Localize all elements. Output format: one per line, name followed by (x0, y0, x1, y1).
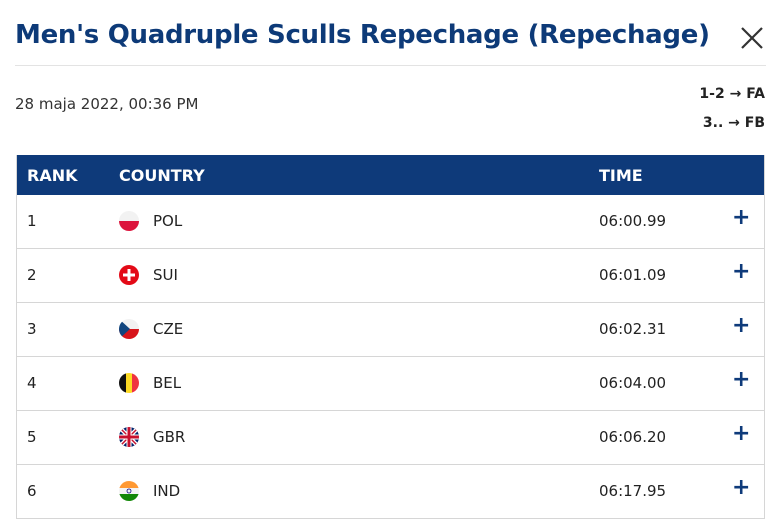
country-cell: CZE (153, 320, 184, 338)
flag-belgium-icon (119, 373, 139, 393)
title-divider (15, 65, 766, 66)
rank-cell: 5 (27, 428, 37, 446)
expand-row-button[interactable]: + (732, 475, 751, 500)
table-row[interactable]: 1 POL 06:00.99 + (17, 195, 764, 249)
table-row[interactable]: 6 IND 06:17.95 + (17, 465, 764, 519)
rank-cell: 4 (27, 374, 37, 392)
table-row[interactable]: 3 CZE 06:02.31 + (17, 303, 764, 357)
expand-row-button[interactable]: + (732, 259, 751, 284)
table-row[interactable]: 4 BEL 06:04.00 + (17, 357, 764, 411)
country-cell: POL (153, 212, 183, 230)
table-header: RANK COUNTRY TIME (17, 155, 764, 195)
flag-czechia-icon (119, 319, 139, 339)
qualification-info: 1-2 → FA 3.. → FB (699, 80, 765, 138)
qualification-rule-1: 1-2 → FA (699, 86, 765, 102)
time-cell: 06:06.20 (599, 428, 667, 446)
expand-row-button[interactable]: + (732, 205, 751, 230)
close-icon (741, 27, 763, 49)
table-row[interactable]: 5 GBR 06:06.20 + (17, 411, 764, 465)
flag-great-britain-icon (119, 427, 139, 447)
flag-poland-icon (119, 211, 139, 231)
table-row[interactable]: 2 SUI 06:01.09 + (17, 249, 764, 303)
flag-india-icon (119, 481, 139, 501)
expand-row-button[interactable]: + (732, 367, 751, 392)
qualification-rule-2: 3.. → FB (702, 115, 765, 131)
column-header-rank: RANK (27, 166, 78, 185)
time-cell: 06:04.00 (599, 374, 667, 392)
country-cell: SUI (153, 266, 178, 284)
rank-cell: 2 (27, 266, 37, 284)
time-cell: 06:02.31 (599, 320, 667, 338)
country-cell: IND (153, 482, 181, 500)
expand-row-button[interactable]: + (732, 313, 751, 338)
country-cell: GBR (153, 428, 186, 446)
flag-switzerland-icon (119, 265, 139, 285)
expand-row-button[interactable]: + (732, 421, 751, 446)
race-date: 28 maja 2022, 00:36 PM (15, 95, 199, 113)
time-cell: 06:00.99 (599, 212, 667, 230)
country-cell: BEL (153, 374, 182, 392)
page-title: Men's Quadruple Sculls Repechage (Repech… (15, 20, 710, 50)
results-table: RANK COUNTRY TIME 1 POL 06:00.99 + 2 SUI… (16, 155, 765, 519)
column-header-country: COUNTRY (119, 166, 205, 185)
time-cell: 06:17.95 (599, 482, 667, 500)
rank-cell: 6 (27, 482, 37, 500)
rank-cell: 3 (27, 320, 37, 338)
time-cell: 06:01.09 (599, 266, 667, 284)
close-button[interactable] (735, 22, 769, 56)
rank-cell: 1 (27, 212, 37, 230)
column-header-time: TIME (599, 166, 643, 185)
